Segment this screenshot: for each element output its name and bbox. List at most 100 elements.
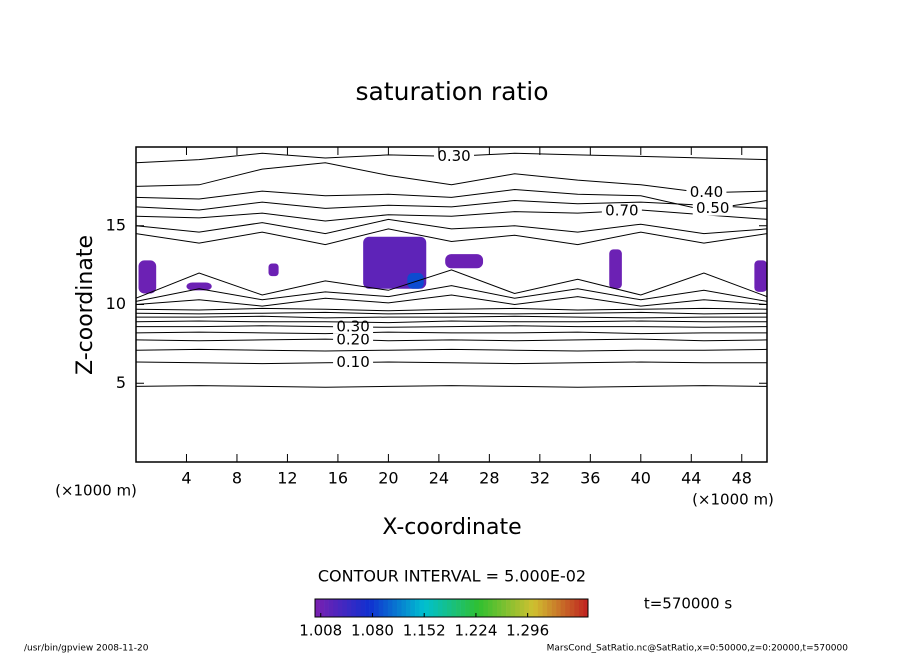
contour-label: 0.20 <box>336 330 369 348</box>
colorbar-swatch <box>533 599 539 617</box>
x-tick-label: 48 <box>732 469 752 488</box>
colorbar-swatch <box>515 599 521 617</box>
filled-region <box>268 263 279 277</box>
colorbar-swatch <box>569 599 575 617</box>
label-gap <box>434 149 475 164</box>
label-gap <box>333 319 374 334</box>
label-gap <box>333 355 374 370</box>
colorbar-swatch <box>474 599 480 617</box>
x-tick-label: 8 <box>232 469 242 488</box>
contour-label: 0.30 <box>336 317 369 335</box>
colorbar-swatch <box>333 599 339 617</box>
colorbar-swatch <box>578 599 584 617</box>
contour-line <box>135 294 768 307</box>
label-gap <box>692 201 733 216</box>
colorbar-swatch <box>360 599 366 617</box>
colorbar-swatch <box>401 599 407 617</box>
colorbar-swatch <box>574 599 580 617</box>
label-gap <box>686 185 727 200</box>
colorbar-swatch <box>497 599 502 617</box>
contour-line <box>135 209 768 222</box>
contour-label: 0.30 <box>437 147 470 165</box>
colorbar-swatch <box>528 599 534 617</box>
colorbar-frame <box>314 598 589 618</box>
colorbar-swatch <box>378 599 384 617</box>
footer-right: MarsCond_SatRatio.nc@SatRatio,x=0:50000,… <box>547 644 849 654</box>
contour-line <box>135 348 768 352</box>
colorbar-swatch <box>442 599 448 617</box>
x-tick-label: 32 <box>530 469 550 488</box>
contour-line <box>135 285 768 302</box>
colorbar-swatch <box>396 599 402 617</box>
colorbar-swatch <box>437 599 443 617</box>
x-tick-label: 12 <box>277 469 297 488</box>
x-tick-label: 44 <box>681 469 701 488</box>
colorbar-swatch <box>446 599 452 617</box>
x-unit: (×1000 m) <box>55 482 137 500</box>
colorbar-swatch <box>342 599 348 617</box>
colorbar-swatch <box>328 599 334 617</box>
y-tick-label: 15 <box>106 215 126 234</box>
colorbar-tick-label: 1.296 <box>506 622 549 640</box>
filled-region <box>445 254 484 269</box>
filled-region <box>407 273 424 289</box>
colorbar-swatch <box>324 599 329 617</box>
colorbar-swatch <box>537 599 543 617</box>
contour-line <box>136 315 767 319</box>
colorbar-swatch <box>419 599 425 617</box>
colorbar-swatch <box>365 599 370 617</box>
colorbar-swatch <box>551 599 557 617</box>
colorbar-swatch <box>547 599 552 617</box>
chart-title: saturation ratio <box>355 77 548 106</box>
x-axis-label: X-coordinate <box>382 515 521 540</box>
colorbar-swatch <box>460 599 466 617</box>
colorbar-swatch <box>410 599 416 617</box>
contour-line <box>135 162 768 194</box>
colorbar-swatch <box>483 599 489 617</box>
colorbar-swatch <box>315 599 320 617</box>
y-tick-label: 5 <box>116 373 126 392</box>
colorbar-swatch <box>560 599 566 617</box>
colorbar-tick-label: 1.080 <box>351 622 394 640</box>
contour-line <box>135 361 767 365</box>
x-tick-label: 28 <box>479 469 499 488</box>
colorbar-swatch <box>542 599 548 617</box>
x-tick-label: 36 <box>580 469 600 488</box>
y-axis-label: Z-coordinate <box>73 235 98 375</box>
colorbar-swatch <box>492 599 498 617</box>
colorbar-swatch <box>469 599 475 617</box>
colorbar-swatch <box>456 599 461 617</box>
colorbar-swatch <box>433 599 439 617</box>
colorbar-swatch <box>369 599 375 617</box>
contour-line <box>136 325 768 328</box>
y-tick-label: 10 <box>106 294 126 313</box>
filled-region <box>609 249 622 289</box>
x-unit: (×1000 m) <box>692 491 774 509</box>
contour-line <box>135 311 768 315</box>
colorbar-swatch <box>478 599 484 617</box>
x-tick-label: 40 <box>631 469 651 488</box>
contour-line <box>135 269 768 299</box>
colorbar-swatch <box>355 599 361 617</box>
colorbar-swatch <box>424 599 430 617</box>
x-tick-label: 16 <box>328 469 348 488</box>
colorbar-swatch <box>387 599 393 617</box>
contour-line <box>135 218 768 235</box>
colorbar-swatch <box>565 599 571 617</box>
colorbar-tick-label: 1.224 <box>454 622 497 640</box>
colorbar-swatch <box>506 599 511 617</box>
filled-region <box>186 282 212 291</box>
colorbar-swatch <box>374 599 379 617</box>
x-tick-label: 4 <box>181 469 191 488</box>
contour-line <box>135 188 768 211</box>
filled-region <box>138 260 157 294</box>
colorbar-swatch <box>346 599 352 617</box>
contour-label: 0.70 <box>605 201 638 219</box>
colorbar-swatch <box>415 599 420 617</box>
contour-label: 0.50 <box>696 199 729 217</box>
colorbar-swatch <box>510 599 516 617</box>
colorbar-swatch <box>319 599 325 617</box>
contour-line <box>135 385 768 388</box>
colorbar-swatch <box>524 599 530 617</box>
